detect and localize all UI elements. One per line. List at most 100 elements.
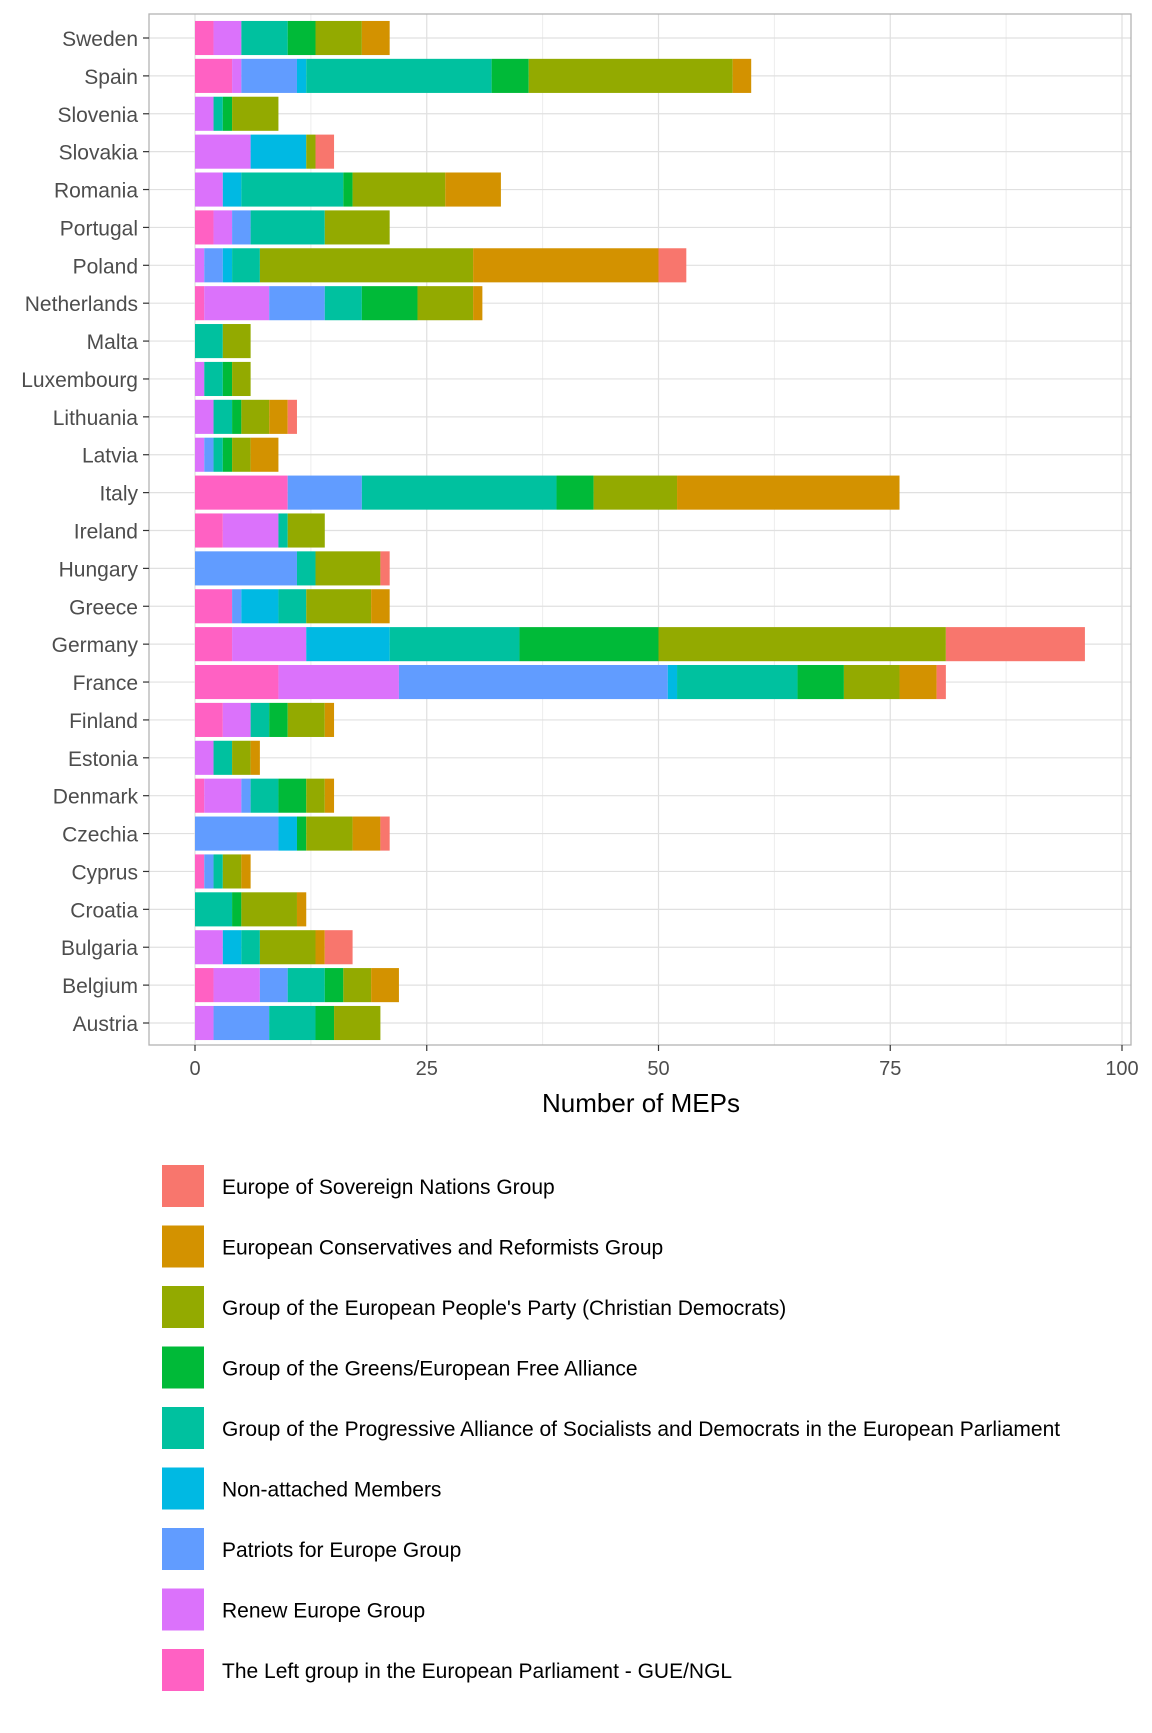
bar-segment bbox=[250, 740, 260, 775]
panel-border bbox=[148, 13, 1132, 1046]
legend-key bbox=[162, 1225, 204, 1268]
bar-segment bbox=[278, 589, 307, 624]
legend-label: Europe of Sovereign Nations Group bbox=[222, 1176, 555, 1199]
bar-segment bbox=[945, 627, 1085, 662]
bar-segment bbox=[232, 210, 251, 245]
y-tick-label: Luxembourg bbox=[21, 369, 138, 392]
bar-segment bbox=[204, 361, 223, 397]
legend-key bbox=[162, 1346, 204, 1389]
y-tick-label: Slovakia bbox=[59, 142, 139, 165]
bar-segment bbox=[287, 20, 316, 56]
bar-segment bbox=[371, 589, 390, 624]
bar-segment bbox=[241, 172, 344, 207]
bar-segment bbox=[398, 664, 668, 700]
bar-segment bbox=[195, 702, 223, 737]
bar-segment bbox=[343, 968, 372, 1003]
bar-segment bbox=[195, 248, 205, 283]
bar-segment bbox=[213, 96, 223, 131]
y-tick-label: Malta bbox=[87, 331, 139, 354]
bar-segment bbox=[677, 475, 900, 510]
bar-segment bbox=[361, 475, 557, 510]
bar-segment bbox=[195, 740, 214, 775]
bar-segment bbox=[195, 589, 233, 624]
y-tick-label: Hungary bbox=[59, 558, 139, 581]
bar-segment bbox=[222, 437, 233, 472]
legend-label: Group of the Greens/European Free Allian… bbox=[222, 1358, 638, 1381]
bar-segment bbox=[195, 324, 223, 359]
bar-segment bbox=[556, 475, 594, 510]
bar-segment bbox=[306, 627, 390, 662]
bar-segment bbox=[593, 475, 678, 510]
bar-segment bbox=[195, 854, 205, 889]
bar-segment bbox=[232, 589, 242, 624]
y-tick-label: Latvia bbox=[82, 445, 138, 468]
bar-segment bbox=[195, 892, 233, 927]
bar-segment bbox=[204, 248, 223, 283]
bar-segment bbox=[213, 437, 223, 472]
bar-segment bbox=[306, 816, 353, 851]
bar-segment bbox=[389, 627, 520, 662]
legend: Europe of Sovereign Nations Group Europea… bbox=[162, 1165, 1060, 1691]
bar-segment bbox=[232, 96, 279, 131]
bar-segment bbox=[213, 1005, 270, 1041]
bar-segment bbox=[269, 702, 288, 737]
y-tick-label: Romania bbox=[54, 180, 138, 203]
legend-key bbox=[162, 1407, 204, 1449]
bar-segment bbox=[213, 854, 223, 889]
bar-segment bbox=[213, 399, 233, 434]
bar-segment bbox=[204, 286, 270, 321]
bar-segment bbox=[241, 778, 251, 813]
bar-segment bbox=[195, 930, 223, 965]
legend-label: Patriots for Europe Group bbox=[222, 1539, 461, 1562]
bar-segment bbox=[195, 58, 233, 93]
y-tick-label: Italy bbox=[99, 483, 138, 506]
bar-segment bbox=[519, 627, 659, 662]
legend-label: Group of the Progressive Alliance of Soc… bbox=[222, 1418, 1060, 1441]
bar-segment bbox=[195, 286, 205, 321]
bar-segment bbox=[195, 968, 214, 1003]
bar-segment bbox=[232, 58, 242, 93]
y-tick-label: Lithuania bbox=[53, 407, 139, 430]
bar-segment bbox=[352, 172, 446, 207]
y-tick-label: Ireland bbox=[74, 521, 138, 544]
bar-segment bbox=[278, 513, 288, 548]
bar-segment bbox=[195, 1005, 214, 1041]
bar-segment bbox=[195, 134, 251, 169]
x-tick-label: 100 bbox=[1105, 1058, 1138, 1080]
x-axis: 0 25 50 75 100 bbox=[189, 1045, 1139, 1080]
legend-key bbox=[162, 1165, 204, 1207]
x-tick-label: 50 bbox=[647, 1058, 669, 1080]
bar-segment bbox=[334, 1005, 381, 1041]
legend-key bbox=[162, 1528, 204, 1570]
bar-segment bbox=[371, 968, 399, 1003]
bar-segment bbox=[352, 816, 381, 851]
bar-segment bbox=[936, 664, 946, 700]
bar-segment bbox=[899, 664, 937, 700]
x-tick-label: 0 bbox=[189, 1058, 200, 1080]
bar-segment bbox=[287, 702, 325, 737]
bar-segment bbox=[222, 361, 233, 397]
bar-segment bbox=[491, 58, 529, 93]
bar-segment bbox=[195, 778, 205, 813]
legend-key bbox=[162, 1286, 204, 1328]
bar-segment bbox=[287, 475, 362, 510]
bar-segment bbox=[473, 248, 659, 283]
bar-segment bbox=[306, 134, 316, 169]
bar-segment bbox=[278, 778, 307, 813]
y-tick-label: Austria bbox=[73, 1013, 139, 1036]
bar-segment bbox=[259, 930, 316, 965]
y-tick-label: Spain bbox=[84, 66, 138, 89]
x-tick-label: 25 bbox=[416, 1058, 438, 1080]
bar-segment bbox=[315, 551, 381, 586]
legend-label: Renew Europe Group bbox=[222, 1600, 425, 1623]
bar-segment bbox=[732, 58, 752, 93]
bar-segment bbox=[287, 399, 297, 434]
bar-segment bbox=[204, 854, 214, 889]
bar-segment bbox=[195, 551, 297, 586]
bars-layer bbox=[195, 20, 1085, 1041]
bar-segment bbox=[195, 399, 214, 434]
legend-label: The Left group in the European Parliamen… bbox=[222, 1660, 732, 1683]
y-tick-label: Poland bbox=[73, 255, 138, 278]
bar-segment bbox=[222, 248, 233, 283]
bar-segment bbox=[213, 20, 242, 56]
